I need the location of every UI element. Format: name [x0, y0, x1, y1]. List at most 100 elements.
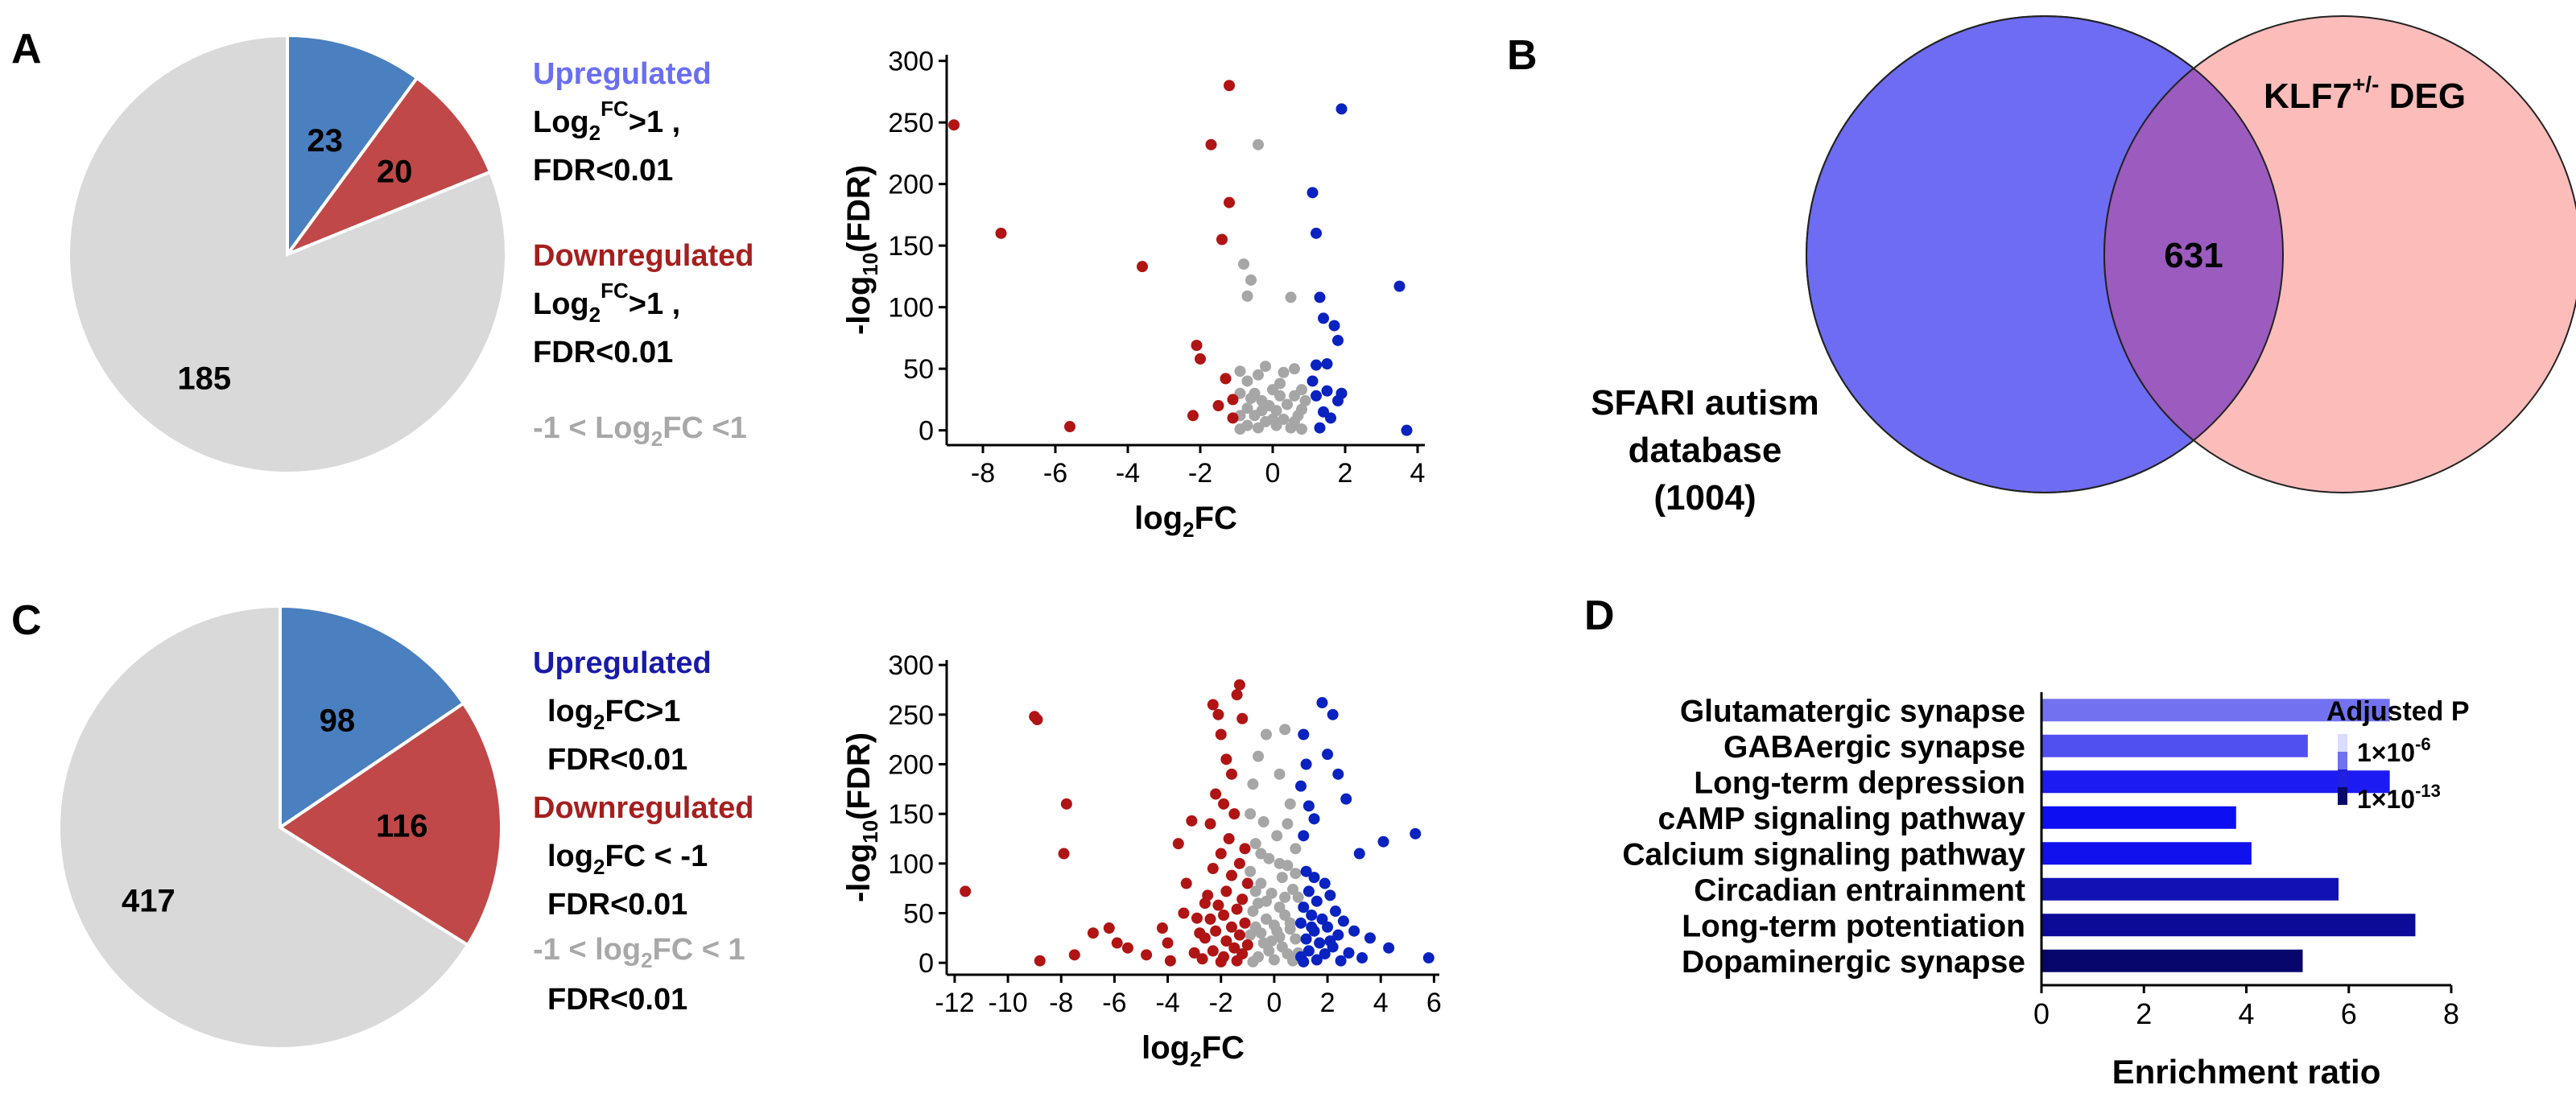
x-tick-label: -8 [1049, 988, 1073, 1018]
point-ns [1282, 818, 1294, 830]
point-ns [1284, 798, 1296, 810]
x-tick-label: -8 [971, 458, 995, 489]
point-down [1210, 788, 1222, 800]
x-tick-label: 4 [2238, 997, 2254, 1030]
point-ns [1267, 413, 1278, 425]
point-down [1180, 877, 1192, 889]
pie-label-unchanged: 417 [122, 884, 175, 919]
point-up [1308, 813, 1320, 825]
point-up [1335, 387, 1348, 399]
y-tick-label: 150 [888, 231, 934, 262]
point-down [1111, 937, 1123, 949]
bar [2041, 877, 2339, 901]
point-down [1058, 848, 1070, 860]
point-ns [1234, 365, 1246, 377]
point-down [1207, 945, 1219, 957]
point-ns [1253, 369, 1264, 381]
point-ns [1271, 830, 1283, 842]
point-down [1034, 955, 1046, 967]
point-ns [1276, 872, 1288, 884]
venn-diagram-b: 631 KLF7+/- DEG SFARI autism database (1… [1591, 15, 2576, 518]
point-up [1356, 952, 1368, 964]
point-down [1218, 798, 1230, 810]
volcano-plot-a: 0 50 100 150 200 250 300 -8 -6 -4 -2 0 2 4 log2FC -log1… [841, 47, 1425, 542]
pie-slice-downregulated [283, 76, 493, 258]
point-up [1302, 885, 1315, 897]
point-up [1308, 872, 1320, 884]
x-tick-label: -2 [1188, 458, 1212, 489]
point-ns [1249, 838, 1261, 850]
point-down [1191, 340, 1203, 352]
legend-a-down-criteria: Log2FC>1 , [533, 278, 680, 327]
legend-title: Adjusted P [2326, 696, 2470, 727]
point-down [948, 119, 960, 131]
point-down [1220, 885, 1232, 897]
x-tick-label: 0 [1266, 988, 1282, 1018]
legend-color-step [2338, 752, 2347, 769]
point-down [1233, 679, 1245, 691]
point-ns [1284, 923, 1296, 935]
point-down [1239, 843, 1251, 855]
category-label: Calcium signaling pathway [1622, 837, 2025, 872]
point-up [1300, 865, 1312, 877]
legend-c-down-fdr: FDR<0.01 [547, 888, 687, 922]
point-down [1172, 838, 1184, 850]
point-down [1228, 808, 1241, 820]
point-down [1207, 699, 1219, 711]
legend-c-up-criteria: log2FC>1 [547, 695, 680, 734]
point-ns [1289, 390, 1300, 402]
pie-label-downregulated: 116 [376, 808, 428, 844]
legend-c-down-criteria: log2FC < -1 [547, 840, 708, 879]
point-ns [1274, 390, 1286, 402]
point-ns [1245, 808, 1257, 820]
point-ns [1268, 954, 1280, 966]
point-up [1294, 917, 1307, 929]
point-up [1332, 929, 1344, 941]
legend-a-down-fdr: FDR<0.01 [533, 336, 673, 369]
point-down [1225, 869, 1237, 881]
point-down [1223, 833, 1235, 845]
point-down [1215, 848, 1227, 860]
venn-overlap-count: 631 [2164, 236, 2223, 275]
point-down [1188, 947, 1200, 959]
x-tick-label: -4 [1116, 458, 1140, 489]
point-ns [1260, 895, 1272, 907]
point-down [1241, 877, 1253, 889]
bar [2041, 949, 2303, 972]
point-down [960, 885, 972, 897]
point-down [1212, 708, 1224, 720]
point-ns [1260, 361, 1271, 373]
point-up [1311, 359, 1322, 371]
point-down [1103, 922, 1115, 934]
point-down [1241, 939, 1253, 951]
point-down [1215, 955, 1227, 967]
point-down [1218, 909, 1230, 921]
legend-a-up-title: Upregulated [533, 57, 712, 91]
point-up [1311, 227, 1322, 239]
point-ns [1255, 848, 1267, 860]
point-down [1220, 373, 1232, 385]
point-up [1324, 935, 1336, 947]
point-ns [1255, 877, 1267, 889]
point-down [1164, 955, 1176, 967]
point-ns [1245, 865, 1257, 877]
legend-c: Upregulated log2FC>1 FDR<0.01 Downregula… [533, 646, 753, 1017]
y-tick-label: 150 [888, 799, 934, 830]
point-up [1314, 422, 1326, 434]
pie-chart-a: 23 20 185 [67, 33, 508, 475]
point-ns [1279, 891, 1291, 903]
point-up [1300, 933, 1312, 945]
point-up [1322, 921, 1334, 933]
point-ns [1274, 931, 1286, 943]
point-up [1298, 728, 1310, 741]
point-ns [1247, 906, 1259, 918]
point-down [1236, 893, 1249, 906]
point-ns [1290, 933, 1302, 945]
x-tick-label: 4 [1373, 988, 1389, 1018]
point-ns [1253, 138, 1264, 151]
venn-left-label-line3: (1004) [1653, 478, 1756, 518]
point-ns [1263, 945, 1275, 957]
point-ns [1245, 929, 1257, 941]
point-up [1319, 948, 1331, 960]
point-up [1353, 848, 1365, 860]
